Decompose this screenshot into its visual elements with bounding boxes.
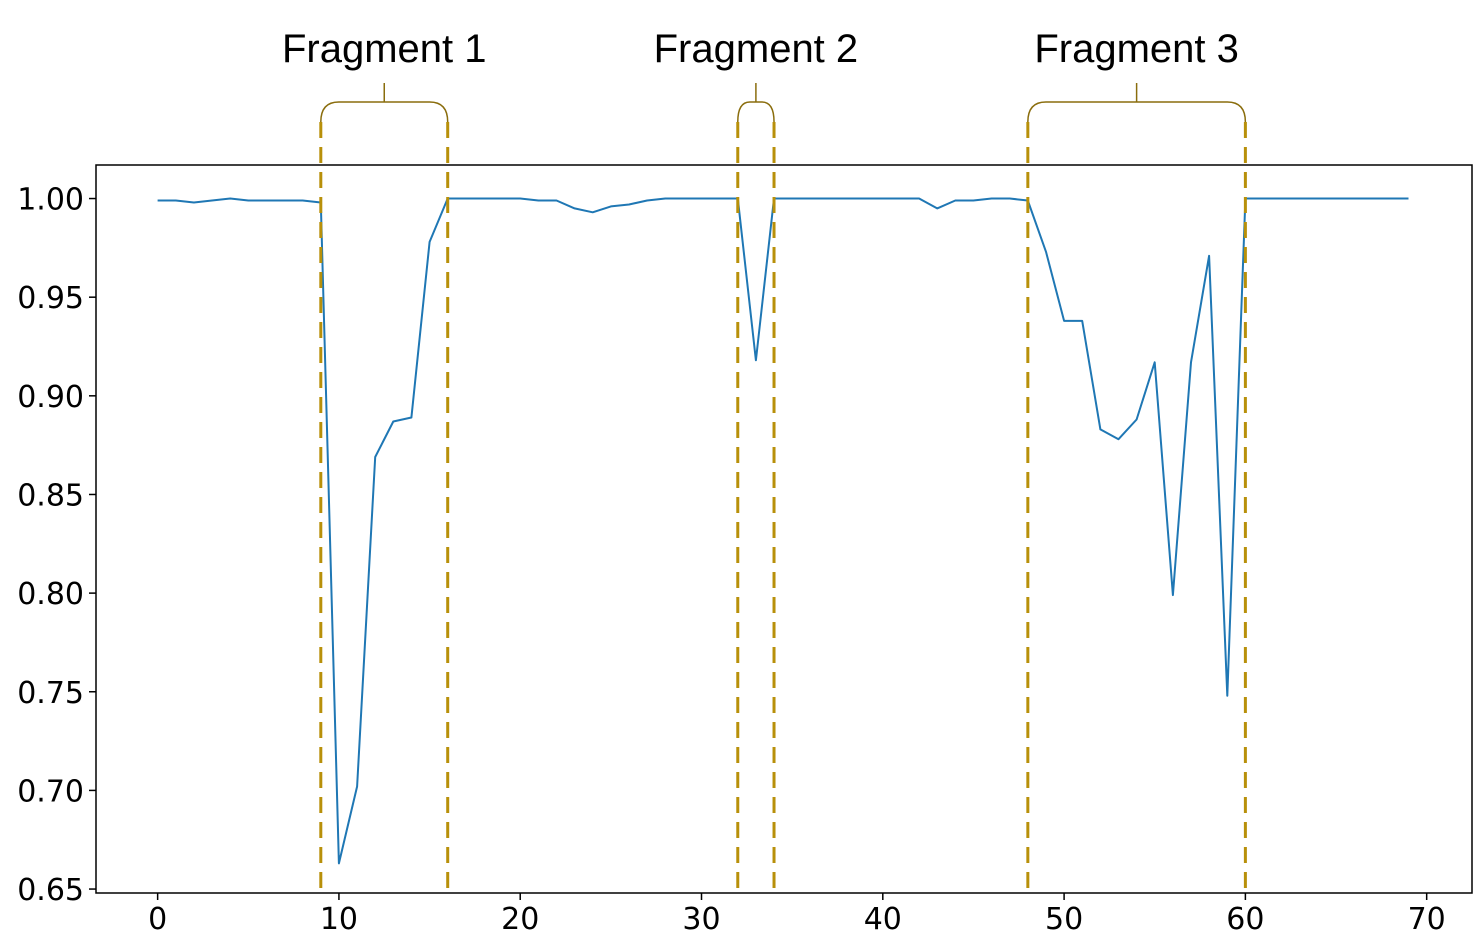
data-point [1371, 197, 1373, 199]
data-point [483, 197, 485, 199]
data-point [501, 197, 503, 199]
data-point [428, 241, 430, 243]
data-point [265, 199, 267, 201]
series-layer [156, 197, 1409, 865]
fragment-annotations: Fragment 1 Fragment 2 Fragment 3 [282, 27, 1247, 123]
data-point [356, 785, 358, 787]
data-point [936, 207, 938, 209]
x-tick-label: 20 [501, 902, 539, 937]
data-point [664, 197, 666, 199]
data-point [392, 420, 394, 422]
fragment-label: Fragment 1 [282, 27, 487, 71]
data-point [990, 197, 992, 199]
y-tick-label: 0.80 [17, 577, 84, 612]
data-point [700, 197, 702, 199]
data-point [592, 211, 594, 213]
fragment-label: Fragment 2 [654, 27, 859, 71]
x-tick-label: 60 [1226, 902, 1264, 937]
data-point [1172, 594, 1174, 596]
data-point [1099, 428, 1101, 430]
data-point [1154, 361, 1156, 363]
data-point [156, 199, 158, 201]
data-point [863, 197, 865, 199]
data-point [845, 197, 847, 199]
x-axis: 0 10 20 30 40 50 60 70 [148, 893, 1446, 937]
data-point [972, 199, 974, 201]
data-point [755, 359, 757, 361]
series-line [157, 197, 1409, 865]
data-point [628, 203, 630, 205]
data-point [718, 197, 720, 199]
y-tick-label: 0.85 [17, 478, 84, 513]
data-point [1353, 197, 1355, 199]
data-point [1335, 197, 1337, 199]
fragment-bracket [1027, 101, 1247, 123]
data-point [1389, 197, 1391, 199]
fragment-label: Fragment 3 [1034, 27, 1239, 71]
data-point [1081, 320, 1083, 322]
data-point [193, 201, 195, 203]
y-tick-label: 1.00 [17, 183, 84, 218]
data-point [882, 197, 884, 199]
data-point [338, 862, 340, 864]
data-point [918, 197, 920, 199]
data-point [1135, 418, 1137, 420]
data-point [1063, 320, 1065, 322]
data-point [1407, 197, 1409, 199]
data-point [900, 197, 902, 199]
data-point [1208, 255, 1210, 257]
data-point [610, 205, 612, 207]
plot-area-frame [95, 164, 1473, 894]
y-tick-label: 0.95 [17, 281, 84, 316]
x-tick-label: 40 [864, 902, 902, 937]
data-point [537, 199, 539, 201]
data-point [646, 199, 648, 201]
x-tick-label: 30 [682, 902, 720, 937]
data-point [1009, 197, 1011, 199]
x-tick-label: 50 [1045, 902, 1083, 937]
data-point [555, 199, 557, 201]
fragment-bracket [320, 101, 449, 123]
data-point [211, 199, 213, 201]
data-point [229, 197, 231, 199]
x-tick-label: 0 [148, 902, 167, 937]
data-point [954, 199, 956, 201]
data-point [791, 197, 793, 199]
data-point [519, 197, 521, 199]
data-point [809, 197, 811, 199]
data-point [573, 207, 575, 209]
y-tick-label: 0.70 [17, 774, 84, 809]
data-point [1226, 695, 1228, 697]
fragment-bracket [737, 101, 775, 123]
data-point [827, 197, 829, 199]
data-point [283, 199, 285, 201]
data-point [374, 456, 376, 458]
data-point [1317, 197, 1319, 199]
fragment-boundary-lines [319, 122, 1247, 893]
data-point [1117, 438, 1119, 440]
data-point [1262, 197, 1264, 199]
y-tick-label: 0.75 [17, 676, 84, 711]
y-axis: 1.00 0.95 0.90 0.85 0.80 0.75 0.70 0.65 [17, 183, 96, 908]
data-point [1280, 197, 1282, 199]
data-point [247, 199, 249, 201]
x-tick-label: 10 [320, 902, 358, 937]
data-point [1045, 251, 1047, 253]
data-point [1190, 361, 1192, 363]
y-tick-label: 0.90 [17, 380, 84, 415]
y-tick-label: 0.65 [17, 873, 84, 908]
data-point [410, 416, 412, 418]
data-point [682, 197, 684, 199]
data-point [465, 197, 467, 199]
x-tick-label: 70 [1408, 902, 1446, 937]
data-point [1299, 197, 1301, 199]
data-point [175, 199, 177, 201]
data-point [301, 199, 303, 201]
